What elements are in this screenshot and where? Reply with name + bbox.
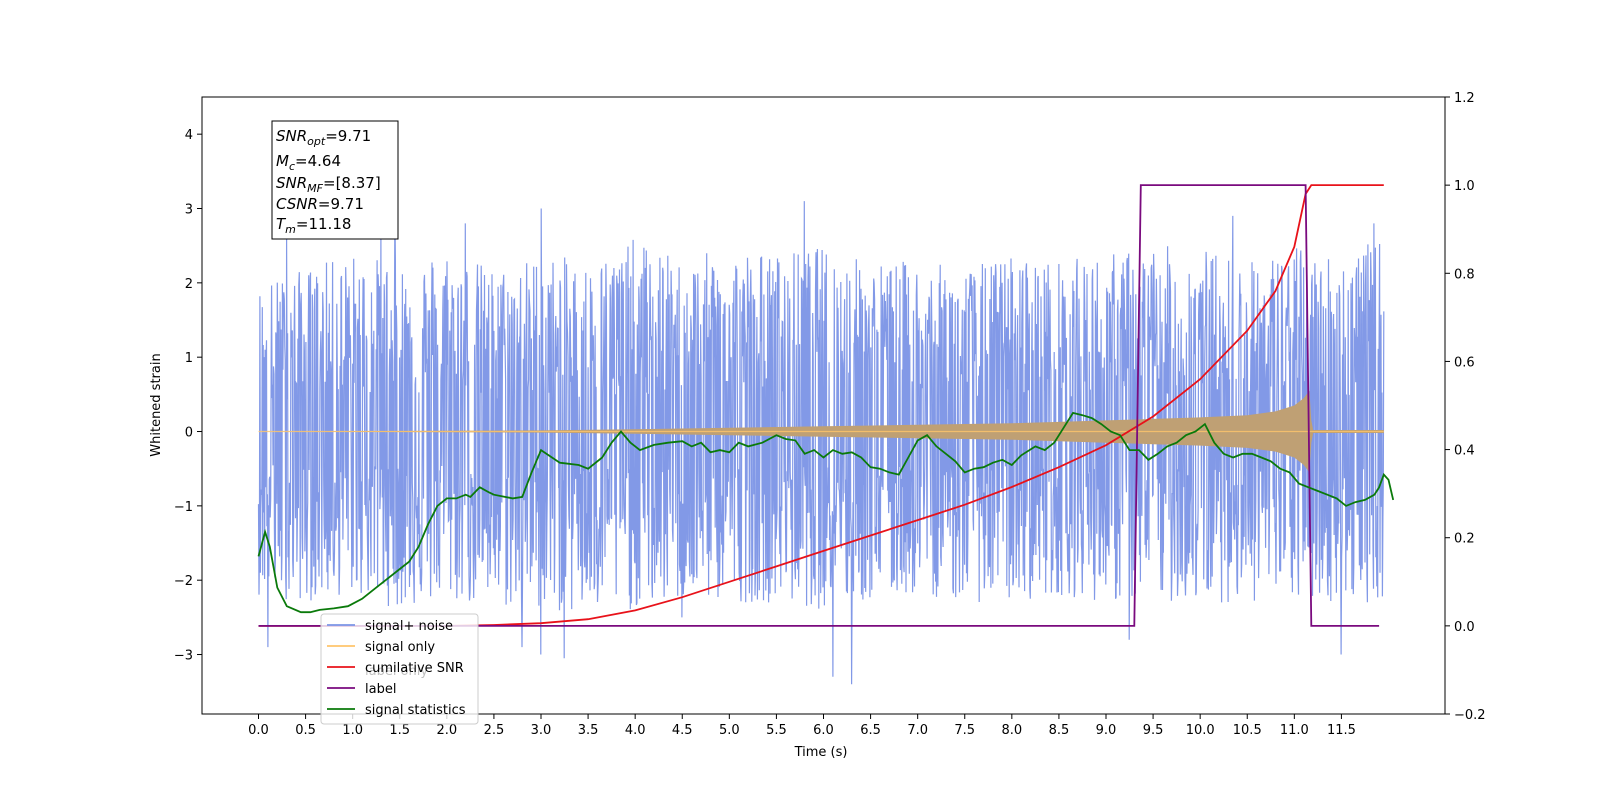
signal-plus-noise-series xyxy=(257,201,1385,685)
annotation-csnr: CSNR=9.71 xyxy=(276,195,364,213)
label-line xyxy=(258,184,1380,627)
x-tick-label: 8.0 xyxy=(1001,723,1022,738)
annotation-mc: Mc=4.64 xyxy=(276,152,341,173)
y-left-tick-label: 2 xyxy=(185,277,193,292)
cumulative-snr-series xyxy=(258,184,1384,627)
x-tick-label: 2.5 xyxy=(484,723,505,738)
x-tick-label: 3.0 xyxy=(531,723,552,738)
y-right-tick-label: −0.2 xyxy=(1454,708,1486,723)
legend-label: label xyxy=(365,682,396,697)
x-tick-label: 6.0 xyxy=(813,723,834,738)
signal-plus-noise-line xyxy=(257,201,1385,685)
x-tick-label: 7.0 xyxy=(907,723,928,738)
legend-entry: signal statistics xyxy=(327,703,466,718)
x-tick-label: 10.0 xyxy=(1186,723,1215,738)
x-axis-label: Time (s) xyxy=(794,745,848,760)
legend-label: signal+ noise xyxy=(365,619,453,634)
annotation-snr-opt: SNRopt=9.71 xyxy=(276,127,371,148)
label-series xyxy=(258,184,1380,627)
x-tick-label: 10.5 xyxy=(1233,723,1262,738)
plot-area xyxy=(257,184,1395,685)
legend-entry: signal+ noise xyxy=(327,619,453,634)
cumulative-snr-line xyxy=(258,184,1384,627)
legend-entry: cumilative SNR xyxy=(327,661,464,676)
legend-label: signal statistics xyxy=(365,703,466,718)
legend-frame xyxy=(320,613,479,725)
legend-label: cumilative SNR xyxy=(365,661,464,676)
y-right-tick-label: 0.2 xyxy=(1454,532,1475,547)
y-left-tick-label: −3 xyxy=(174,649,193,664)
y-left-tick-label: −2 xyxy=(174,574,193,589)
x-tick-label: 0.0 xyxy=(248,723,269,738)
x-tick-label: 2.0 xyxy=(436,723,457,738)
y-right-tick-label: 0.0 xyxy=(1454,620,1475,635)
y-right-tick-label: 0.4 xyxy=(1454,444,1475,459)
x-tick-label: 9.5 xyxy=(1143,723,1164,738)
x-tick-label: 11.0 xyxy=(1280,723,1309,738)
x-tick-label: 5.5 xyxy=(766,723,787,738)
x-tick-label: 8.5 xyxy=(1049,723,1070,738)
legend-hidden-label-0: label only xyxy=(365,664,428,679)
x-tick-label: 1.5 xyxy=(389,723,410,738)
y-left-tick-label: 1 xyxy=(185,351,193,366)
y-right-tick-label: 0.8 xyxy=(1454,267,1475,282)
x-tick-label: 9.0 xyxy=(1096,723,1117,738)
y-left-tick-label: 3 xyxy=(185,203,193,218)
x-tick-label: 4.5 xyxy=(672,723,693,738)
x-tick-label: 4.0 xyxy=(625,723,646,738)
x-tick-label: 11.5 xyxy=(1327,723,1356,738)
x-tick-label: 7.5 xyxy=(954,723,975,738)
y-left-tick-label: 4 xyxy=(185,128,193,143)
annotation-snr-mf: SNRMF=[8.37] xyxy=(276,174,381,195)
y-right-tick-label: 1.0 xyxy=(1454,179,1475,194)
legend: label only signal+ noise signal only cum… xyxy=(320,613,479,725)
y-axis-left: 4 3 2 1 0 −1 −2 −3 xyxy=(174,128,202,664)
y-right-tick-label: 0.6 xyxy=(1454,355,1475,370)
x-tick-label: 1.0 xyxy=(342,723,363,738)
y-right-tick-label: 1.2 xyxy=(1454,91,1475,106)
x-tick-label: 6.5 xyxy=(860,723,881,738)
y-axis-label: Whitened strain xyxy=(149,353,164,456)
signal-statistics-line xyxy=(257,411,1395,614)
annotation-box: SNRopt=9.71 Mc=4.64 SNRMF=[8.37] CSNR=9.… xyxy=(271,120,399,240)
legend-label: signal only xyxy=(365,640,435,655)
signal-statistics-series xyxy=(257,411,1395,614)
y-axis-right: 1.2 1.0 0.8 0.6 0.4 0.2 0.0 −0.2 xyxy=(1445,91,1486,723)
x-tick-label: 0.5 xyxy=(295,723,316,738)
annotation-tm: Tm=11.18 xyxy=(276,215,351,236)
x-axis: 0.0 0.5 1.0 1.5 2.0 2.5 3.0 3.5 4.0 4.5 5.0 5.5 6.0 6… xyxy=(248,714,1356,738)
legend-entry: label xyxy=(327,682,396,697)
legend-entry: signal only xyxy=(327,640,435,655)
y-left-tick-label: −1 xyxy=(174,500,193,515)
x-tick-label: 3.5 xyxy=(578,723,599,738)
x-tick-label: 5.0 xyxy=(719,723,740,738)
y-left-tick-label: 0 xyxy=(185,426,193,441)
